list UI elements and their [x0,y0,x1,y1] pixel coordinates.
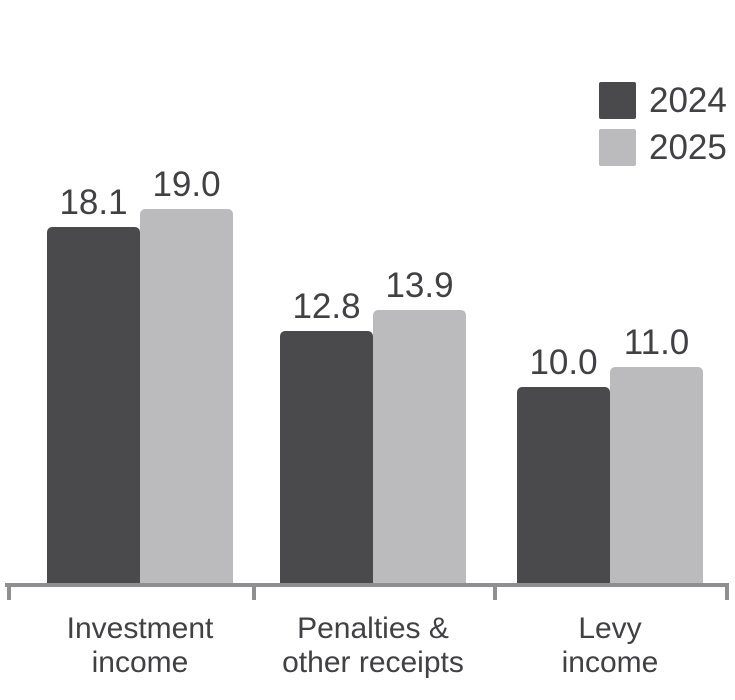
legend-swatch-2024 [599,82,636,119]
category-label-2: Levy income [561,612,659,679]
bar-2024-group1 [280,331,373,584]
legend-swatch-2025 [599,129,636,166]
x-axis-tick-0 [7,583,11,600]
bar-2024-group0 [47,227,140,584]
x-axis-tick-2 [493,583,497,600]
x-axis-tick-3 [725,583,729,600]
x-axis-line [5,583,729,587]
value-label-2025-group0: 19.0 [152,165,221,204]
bar-2025-group0 [140,209,233,584]
chart-legend: 2024 2025 [599,82,727,176]
value-label-2024-group2: 10.0 [529,343,598,382]
category-label-1: Penalties & other receipts [282,612,464,679]
value-label-2025-group1: 13.9 [385,266,454,305]
value-label-2024-group1: 12.8 [292,287,361,326]
legend-item-2025: 2025 [599,129,727,166]
legend-label-2025: 2025 [649,128,727,167]
bar-2025-group2 [610,367,703,584]
value-label-2024-group0: 18.1 [59,183,128,222]
bar-2024-group2 [517,387,610,584]
legend-item-2024: 2024 [599,82,727,119]
category-label-0: Investment income [66,612,214,679]
bar-2025-group1 [373,310,466,584]
legend-label-2024: 2024 [649,81,727,120]
x-axis-tick-1 [252,583,256,600]
value-label-2025-group2: 11.0 [623,323,690,362]
